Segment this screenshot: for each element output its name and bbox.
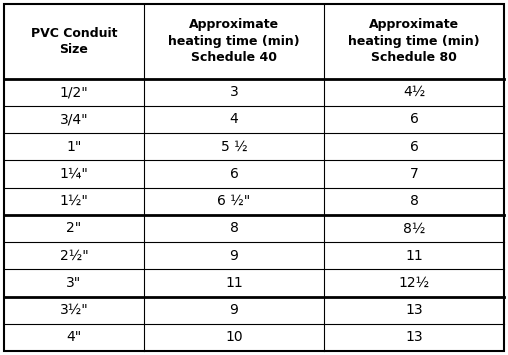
Text: 11: 11 (405, 248, 423, 263)
Text: 7: 7 (409, 167, 419, 181)
Text: Approximate
heating time (min)
Schedule 40: Approximate heating time (min) Schedule … (168, 18, 300, 64)
Text: 3/4": 3/4" (59, 113, 88, 126)
Text: 6: 6 (409, 113, 419, 126)
Text: 8: 8 (230, 222, 238, 235)
Text: 6: 6 (409, 140, 419, 154)
Text: 9: 9 (230, 303, 238, 317)
Text: 1¼": 1¼" (59, 167, 88, 181)
Text: 1/2": 1/2" (59, 85, 88, 99)
Text: 8½: 8½ (403, 222, 425, 235)
Text: 12½: 12½ (398, 276, 430, 290)
Text: 1½": 1½" (59, 194, 88, 208)
Text: 2½": 2½" (59, 248, 88, 263)
Text: 9: 9 (230, 248, 238, 263)
Text: 8: 8 (409, 194, 419, 208)
Text: 5 ½: 5 ½ (220, 140, 247, 154)
Text: 4": 4" (67, 331, 82, 344)
Text: 13: 13 (405, 331, 423, 344)
Text: 2": 2" (67, 222, 82, 235)
Text: 6 ½": 6 ½" (217, 194, 250, 208)
Text: 3½": 3½" (59, 303, 88, 317)
Text: 11: 11 (225, 276, 243, 290)
Text: 3: 3 (230, 85, 238, 99)
Text: 3": 3" (67, 276, 82, 290)
Text: 4: 4 (230, 113, 238, 126)
Text: 1": 1" (67, 140, 82, 154)
Text: 6: 6 (230, 167, 238, 181)
Text: 10: 10 (225, 331, 243, 344)
Text: PVC Conduit
Size: PVC Conduit Size (31, 27, 117, 56)
Text: Approximate
heating time (min)
Schedule 80: Approximate heating time (min) Schedule … (348, 18, 480, 64)
Text: 4½: 4½ (403, 85, 425, 99)
Text: 13: 13 (405, 303, 423, 317)
